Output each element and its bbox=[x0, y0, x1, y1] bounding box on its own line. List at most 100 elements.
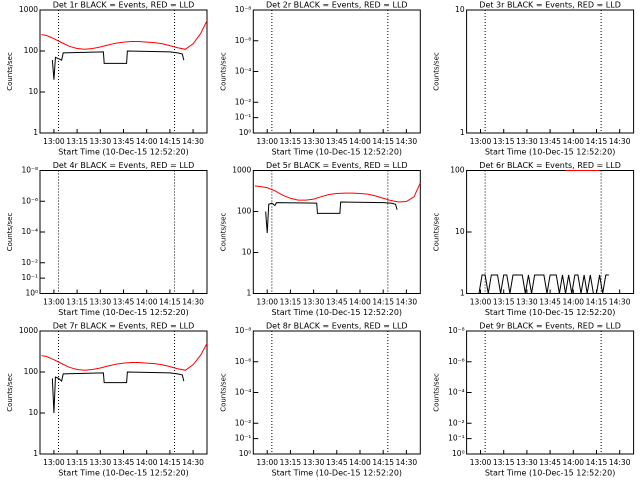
y-tick-label: 10⁻⁶ bbox=[235, 36, 252, 45]
y-tick-label: 10 bbox=[28, 87, 38, 96]
data-line bbox=[51, 50, 185, 80]
y-tick-label: 10 bbox=[455, 5, 465, 14]
x-tick-label: 14:30 bbox=[609, 298, 631, 307]
data-line bbox=[41, 343, 208, 371]
y-axis-label: Counts/sec bbox=[219, 52, 227, 91]
y-tick-label: 1000 bbox=[232, 166, 251, 175]
x-tick-label: 14:30 bbox=[182, 137, 204, 146]
x-axis-label: Start Time (10-Dec-15 12:52:20) bbox=[272, 148, 403, 157]
y-tick-label: 10⁻¹ bbox=[235, 434, 252, 443]
x-tick-label: 13:15 bbox=[66, 137, 88, 146]
x-tick-label: 13:45 bbox=[326, 458, 348, 467]
x-tick-label: 14:00 bbox=[136, 137, 158, 146]
x-tick-label: 13:00 bbox=[43, 298, 65, 307]
y-tick-label: 10⁻⁶ bbox=[235, 357, 252, 366]
y-tick-label: 10⁻⁶ bbox=[21, 196, 38, 205]
y-tick-label: 100 bbox=[237, 207, 252, 216]
x-tick-label: 14:15 bbox=[372, 298, 394, 307]
y-tick-label: 10⁻² bbox=[21, 258, 38, 267]
chart-title: Det 2r BLACK = Events, RED = LLD bbox=[266, 1, 408, 10]
x-tick-label: 14:30 bbox=[396, 458, 418, 467]
y-axis-label: Counts/sec bbox=[219, 373, 227, 412]
y-tick-label: 10⁻⁶ bbox=[448, 357, 465, 366]
x-tick-label: 14:15 bbox=[159, 458, 181, 467]
y-tick-label: 10⁻⁴ bbox=[448, 388, 465, 397]
y-tick-label: 10⁰ bbox=[239, 449, 252, 458]
x-tick-label: 13:45 bbox=[113, 298, 135, 307]
x-tick-label: 13:45 bbox=[326, 137, 348, 146]
x-tick-label: 14:30 bbox=[182, 298, 204, 307]
x-tick-label: 14:00 bbox=[349, 298, 371, 307]
data-line bbox=[51, 371, 185, 414]
x-tick-label: 13:00 bbox=[256, 458, 278, 467]
x-tick-label: 14:30 bbox=[396, 137, 418, 146]
chart-title: Det 4r BLACK = Events, RED = LLD bbox=[53, 161, 195, 170]
x-tick-label: 13:45 bbox=[539, 458, 561, 467]
y-tick-label: 10⁻⁸ bbox=[21, 166, 38, 175]
x-axis-label: Start Time (10-Dec-15 12:52:20) bbox=[272, 308, 403, 317]
x-tick-label: 13:15 bbox=[280, 137, 302, 146]
x-tick-label: 13:00 bbox=[43, 458, 65, 467]
x-tick-label: 13:30 bbox=[516, 458, 538, 467]
y-tick-label: 10⁻⁴ bbox=[235, 388, 252, 397]
data-line bbox=[265, 201, 398, 233]
y-tick-label: 10⁻¹ bbox=[21, 273, 38, 282]
x-tick-label: 13:30 bbox=[516, 137, 538, 146]
x-tick-label: 14:15 bbox=[586, 458, 608, 467]
x-tick-label: 14:00 bbox=[136, 458, 158, 467]
x-tick-label: 13:15 bbox=[493, 298, 515, 307]
y-tick-label: 10⁻¹ bbox=[235, 113, 252, 122]
y-axis-label: Counts/sec bbox=[6, 213, 14, 252]
x-tick-label: 13:30 bbox=[89, 458, 111, 467]
x-tick-label: 14:30 bbox=[609, 458, 631, 467]
x-tick-label: 14:00 bbox=[349, 458, 371, 467]
y-tick-label: 10 bbox=[242, 248, 252, 257]
y-tick-label: 10⁻⁴ bbox=[21, 227, 38, 236]
y-tick-label: 10⁻² bbox=[235, 418, 252, 427]
x-tick-label: 14:15 bbox=[372, 137, 394, 146]
plot-frame bbox=[39, 330, 208, 455]
data-line bbox=[254, 182, 421, 203]
plot-frame bbox=[466, 9, 635, 134]
x-tick-label: 13:45 bbox=[326, 298, 348, 307]
y-axis-label: Counts/sec bbox=[433, 213, 441, 252]
y-tick-label: 10 bbox=[455, 227, 465, 236]
x-tick-label: 13:00 bbox=[470, 458, 492, 467]
chart-title: Det 7r BLACK = Events, RED = LLD bbox=[53, 322, 195, 331]
x-tick-label: 14:00 bbox=[349, 137, 371, 146]
plot-frame bbox=[39, 9, 208, 134]
x-tick-label: 13:45 bbox=[113, 137, 135, 146]
x-axis-label: Start Time (10-Dec-15 12:52:20) bbox=[58, 469, 189, 478]
x-tick-label: 14:15 bbox=[372, 458, 394, 467]
y-axis-label: Counts/sec bbox=[433, 373, 441, 412]
plot-frame bbox=[252, 170, 421, 294]
y-tick-label: 1 bbox=[33, 449, 38, 458]
plot-frame bbox=[252, 330, 421, 455]
x-tick-label: 13:30 bbox=[89, 298, 111, 307]
plot-frame bbox=[39, 170, 208, 294]
y-axis-label: Counts/sec bbox=[6, 373, 14, 412]
chart-title: Det 6r BLACK = Events, RED = LLD bbox=[479, 161, 621, 170]
y-tick-label: 100 bbox=[450, 166, 465, 175]
x-tick-label: 14:00 bbox=[562, 298, 584, 307]
y-tick-label: 10⁻⁸ bbox=[448, 326, 465, 335]
x-tick-label: 13:00 bbox=[256, 298, 278, 307]
x-tick-label: 13:45 bbox=[113, 458, 135, 467]
y-tick-label: 10⁻⁴ bbox=[235, 67, 252, 76]
x-tick-label: 14:30 bbox=[182, 458, 204, 467]
y-tick-label: 1000 bbox=[19, 5, 38, 14]
x-tick-label: 13:00 bbox=[43, 137, 65, 146]
y-tick-label: 10⁻⁸ bbox=[235, 326, 252, 335]
data-line bbox=[478, 274, 609, 294]
chart-title: Det 8r BLACK = Events, RED = LLD bbox=[266, 322, 408, 331]
x-axis-label: Start Time (10-Dec-15 12:52:20) bbox=[272, 469, 403, 478]
x-tick-label: 13:15 bbox=[66, 458, 88, 467]
y-tick-label: 10⁻⁸ bbox=[235, 5, 252, 14]
x-tick-label: 14:15 bbox=[586, 298, 608, 307]
y-tick-label: 1 bbox=[460, 128, 465, 137]
y-tick-label: 10⁻¹ bbox=[448, 434, 465, 443]
y-axis-label: Counts/sec bbox=[219, 213, 227, 252]
x-tick-label: 13:30 bbox=[303, 298, 325, 307]
y-axis-label: Counts/sec bbox=[6, 52, 14, 91]
